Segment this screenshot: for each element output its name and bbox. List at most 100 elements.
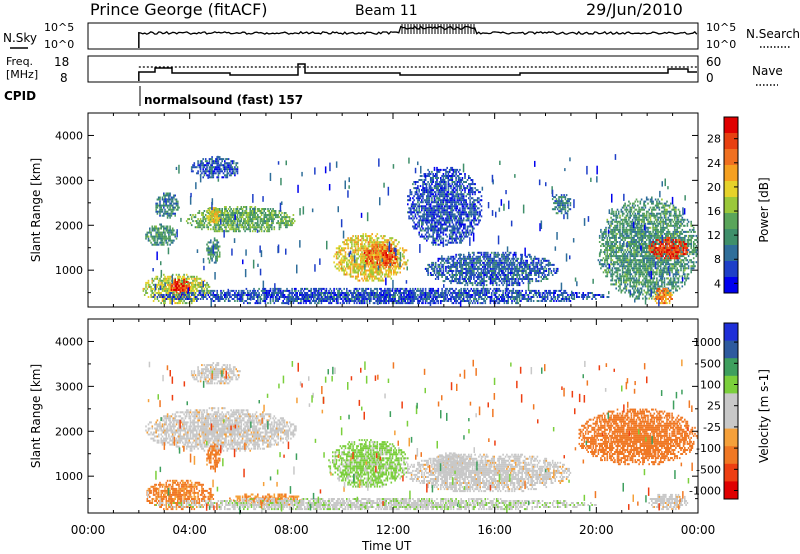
data-cell — [468, 261, 470, 264]
data-cell — [248, 222, 250, 225]
data-cell — [217, 166, 220, 169]
data-cell — [218, 228, 221, 231]
data-cell — [349, 273, 352, 276]
data-cell — [215, 162, 217, 165]
data-cell — [464, 209, 466, 212]
data-cell — [455, 265, 457, 268]
data-cell — [535, 257, 537, 260]
data-cell — [483, 251, 485, 254]
data-cell — [235, 224, 237, 227]
data-cell — [253, 296, 255, 298]
data-cell — [173, 279, 175, 282]
data-cell — [225, 226, 227, 229]
data-cell — [164, 296, 166, 298]
data-cell — [204, 220, 207, 223]
data-cell — [356, 261, 358, 264]
data-cell — [484, 270, 487, 272]
data-cell — [432, 177, 434, 179]
data-cell — [340, 259, 343, 262]
data-cell — [520, 270, 522, 272]
data-cell — [508, 263, 511, 266]
data-cell — [431, 263, 433, 266]
data-cell — [182, 285, 184, 287]
data-cell — [511, 278, 513, 280]
data-cell — [450, 185, 452, 188]
data-cell — [244, 222, 246, 225]
data-cell — [386, 241, 389, 244]
data-cell — [532, 261, 535, 264]
data-cell — [161, 196, 164, 199]
data-cell — [165, 192, 168, 195]
data-cell — [182, 302, 184, 305]
data-cell — [474, 183, 476, 186]
data-cell — [206, 217, 208, 220]
data-cell — [418, 209, 420, 212]
data-cell — [283, 216, 286, 219]
data-cell — [412, 219, 414, 222]
data-cell — [222, 176, 225, 179]
data-cell — [238, 228, 240, 231]
data-cell — [362, 239, 365, 242]
data-cell — [447, 189, 450, 192]
data-cell — [259, 216, 262, 219]
data-cell — [235, 216, 237, 219]
data-cell — [339, 261, 342, 264]
data-cell — [422, 195, 424, 198]
data-cell — [241, 212, 244, 214]
data-cell — [464, 267, 466, 270]
data-cell — [362, 265, 365, 268]
data-cell — [460, 257, 462, 260]
data-cell — [480, 195, 483, 198]
data-cell — [506, 282, 508, 285]
data-cell — [259, 228, 262, 231]
data-cell — [523, 265, 526, 268]
data-cell — [166, 198, 169, 201]
data-cell — [360, 271, 362, 274]
data-cell — [394, 252, 396, 254]
data-cell — [529, 265, 531, 268]
data-cell — [188, 283, 190, 285]
data-cell — [278, 228, 281, 231]
data-cell — [521, 280, 523, 283]
data-cell — [482, 265, 484, 268]
data-cell — [161, 287, 164, 290]
data-cell — [459, 209, 461, 212]
data-cell — [189, 296, 192, 298]
data-cell — [373, 239, 376, 242]
data-cell — [179, 291, 182, 294]
data-cell — [459, 272, 461, 274]
data-cell — [380, 245, 382, 248]
data-cell — [469, 185, 471, 188]
data-cell — [160, 235, 162, 238]
data-cell — [190, 287, 193, 290]
data-cell — [206, 162, 208, 165]
data-cell — [373, 275, 376, 278]
data-cell — [268, 214, 271, 216]
data-cell — [457, 278, 460, 280]
data-cell — [227, 230, 230, 233]
data-cell — [212, 176, 215, 179]
data-cell — [218, 251, 221, 254]
data-cell — [469, 177, 471, 179]
data-cell — [426, 270, 428, 272]
data-cell — [216, 251, 218, 254]
data-cell — [201, 279, 203, 282]
data-cell — [194, 214, 197, 216]
data-cell — [168, 292, 170, 294]
data-cell — [190, 218, 193, 221]
data-cell — [349, 261, 352, 264]
data-cell — [198, 212, 201, 214]
data-cell — [163, 192, 165, 195]
data-cell — [163, 296, 165, 298]
data-cell — [380, 253, 382, 256]
data-cell — [468, 231, 470, 234]
data-cell — [361, 277, 363, 280]
data-cell — [553, 263, 555, 266]
data-cell — [215, 228, 217, 231]
data-cell — [437, 257, 440, 260]
data-cell — [183, 292, 185, 294]
data-cell — [151, 225, 154, 228]
data-cell — [471, 270, 474, 272]
data-cell — [398, 267, 400, 270]
data-cell — [365, 247, 367, 250]
